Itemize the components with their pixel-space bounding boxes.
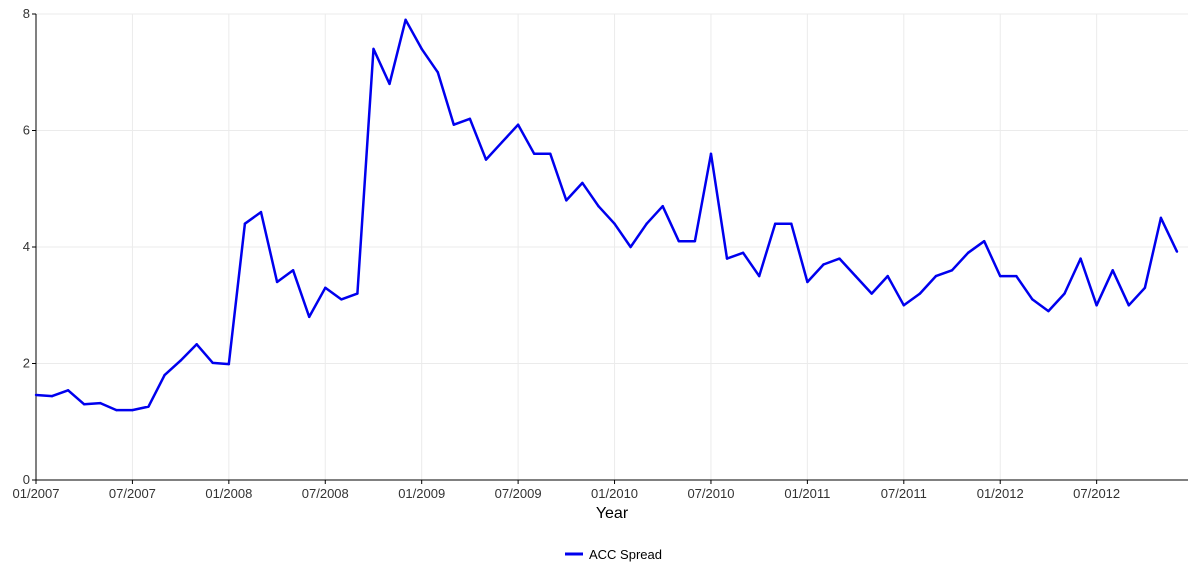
legend[interactable]: ACC Spread: [565, 547, 662, 562]
data-point: [404, 18, 407, 22]
y-tick-label: 0: [23, 472, 30, 487]
data-point: [629, 245, 632, 249]
data-point: [484, 158, 488, 161]
data-point: [34, 393, 38, 397]
data-point: [115, 408, 118, 412]
data-point: [918, 292, 922, 295]
grid: [36, 13, 1188, 480]
x-tick-label: 07/2008: [302, 486, 349, 501]
data-point: [1111, 269, 1114, 272]
data-point: [1063, 292, 1066, 295]
data-point: [870, 292, 873, 295]
series-line: [35, 18, 1179, 412]
data-point: [291, 269, 295, 272]
y-tick-label: 2: [23, 356, 30, 371]
data-point: [693, 239, 697, 243]
data-point: [1047, 309, 1050, 313]
data-point: [500, 140, 504, 144]
data-point: [581, 181, 584, 185]
x-tick-label: 01/2011: [784, 486, 830, 501]
data-point: [468, 117, 472, 121]
series-layer: [34, 18, 1179, 412]
data-point: [806, 280, 809, 284]
data-point: [886, 274, 889, 278]
data-point: [356, 292, 359, 295]
data-point: [854, 274, 857, 278]
y-tick-label: 6: [23, 123, 30, 138]
data-point: [677, 239, 681, 243]
data-point: [822, 263, 825, 266]
data-point: [1175, 250, 1179, 253]
data-point: [565, 199, 568, 202]
data-point: [436, 71, 439, 74]
x-tick-label: 07/2012: [1073, 486, 1120, 501]
data-point: [275, 280, 279, 284]
data-point: [1127, 304, 1130, 307]
data-point: [516, 123, 520, 126]
data-point: [1031, 298, 1034, 301]
data-point: [147, 405, 150, 408]
data-point: [131, 408, 134, 412]
data-point: [774, 222, 777, 225]
data-point: [757, 274, 761, 278]
x-tick-label: 07/2010: [687, 486, 734, 501]
data-point: [950, 269, 954, 272]
data-point: [83, 403, 86, 406]
y-tick-label: 4: [23, 239, 30, 254]
data-point: [838, 257, 841, 260]
x-tick-label: 01/2009: [398, 486, 445, 501]
data-point: [1079, 257, 1082, 260]
y-axis-ticks: 0 2 4 6 8: [23, 6, 36, 487]
x-axis-ticks: 01/2007 07/2007 01/2008 07/2008 01/2009 07/20…: [13, 480, 1120, 501]
data-point: [902, 304, 906, 307]
data-point: [163, 373, 166, 377]
data-point: [179, 359, 182, 362]
data-point: [1095, 304, 1098, 307]
data-point: [372, 47, 375, 51]
data-point: [709, 152, 713, 155]
data-point: [597, 205, 600, 208]
data-point: [243, 222, 247, 225]
data-point: [645, 222, 648, 225]
data-point: [452, 123, 456, 126]
x-tick-label: 01/2012: [977, 486, 1024, 501]
data-point: [999, 274, 1002, 278]
y-tick-label: 8: [23, 6, 30, 21]
data-point: [532, 152, 536, 155]
data-point: [661, 205, 664, 208]
legend-label: ACC Spread: [589, 547, 662, 562]
x-tick-label: 01/2007: [13, 486, 60, 501]
data-point: [966, 251, 970, 255]
x-tick-label: 01/2010: [591, 486, 638, 501]
data-point: [388, 82, 391, 86]
x-tick-label: 01/2008: [205, 486, 252, 501]
data-point: [227, 362, 231, 366]
data-point: [982, 239, 986, 243]
data-point: [340, 298, 343, 301]
data-point: [66, 389, 70, 392]
x-axis-title: Year: [596, 505, 629, 522]
data-point: [934, 274, 938, 278]
data-point: [613, 222, 616, 225]
data-point: [725, 257, 729, 260]
data-point: [1159, 216, 1163, 220]
data-point: [259, 210, 263, 214]
data-point: [195, 343, 198, 346]
data-point: [741, 251, 745, 255]
x-tick-label: 07/2007: [109, 486, 156, 501]
data-point: [99, 401, 102, 405]
x-tick-label: 07/2009: [495, 486, 542, 501]
x-tick-label: 07/2011: [881, 486, 927, 501]
data-point: [1143, 286, 1147, 289]
data-point: [420, 47, 423, 51]
data-point: [324, 286, 327, 289]
data-point: [50, 394, 54, 398]
data-point: [307, 315, 311, 319]
data-point: [1015, 274, 1018, 278]
data-point: [790, 222, 793, 225]
data-point: [549, 152, 552, 155]
data-point: [211, 361, 214, 365]
